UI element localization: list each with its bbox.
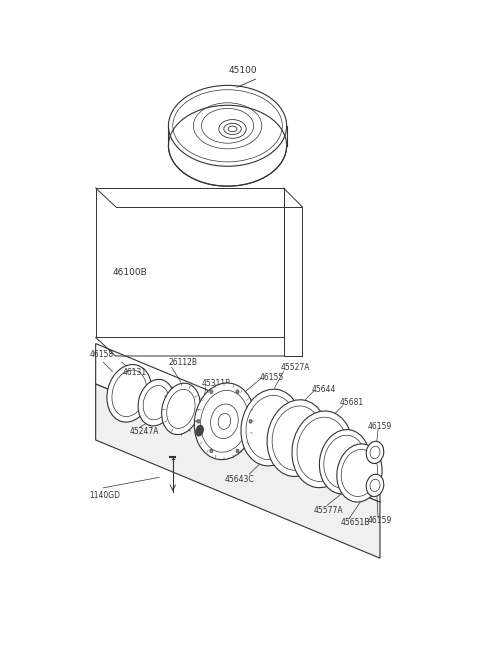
Text: 46100B: 46100B [112, 268, 147, 277]
Polygon shape [96, 384, 380, 558]
Ellipse shape [236, 390, 239, 394]
Text: 45100: 45100 [229, 66, 257, 75]
Ellipse shape [267, 400, 327, 476]
Text: 1140GD: 1140GD [89, 491, 120, 500]
Ellipse shape [292, 411, 352, 487]
Text: 46158: 46158 [89, 350, 114, 359]
Text: 45577A: 45577A [313, 506, 343, 515]
Ellipse shape [210, 449, 213, 453]
Ellipse shape [366, 474, 384, 497]
Ellipse shape [196, 425, 204, 436]
Ellipse shape [197, 419, 200, 423]
Ellipse shape [107, 365, 152, 422]
Text: 46159: 46159 [368, 422, 392, 432]
Text: 46159: 46159 [368, 516, 392, 525]
Ellipse shape [319, 430, 370, 494]
Text: 26112B: 26112B [168, 358, 197, 367]
Text: 46131: 46131 [123, 367, 147, 377]
Ellipse shape [241, 389, 301, 466]
Ellipse shape [366, 441, 384, 464]
Ellipse shape [337, 444, 382, 502]
Ellipse shape [236, 449, 239, 453]
Text: 45681: 45681 [339, 398, 364, 407]
Text: 45311B: 45311B [202, 379, 231, 388]
Text: 45643C: 45643C [225, 475, 254, 483]
Ellipse shape [194, 383, 254, 460]
Ellipse shape [210, 390, 213, 394]
Text: 45644: 45644 [312, 385, 336, 394]
Text: 45651B: 45651B [341, 518, 370, 527]
Polygon shape [96, 344, 380, 502]
Text: 46155: 46155 [260, 373, 284, 382]
Text: 45527A: 45527A [280, 363, 310, 373]
Ellipse shape [249, 419, 252, 423]
Text: 45247A: 45247A [129, 427, 159, 436]
Ellipse shape [138, 379, 174, 426]
Ellipse shape [162, 383, 200, 434]
